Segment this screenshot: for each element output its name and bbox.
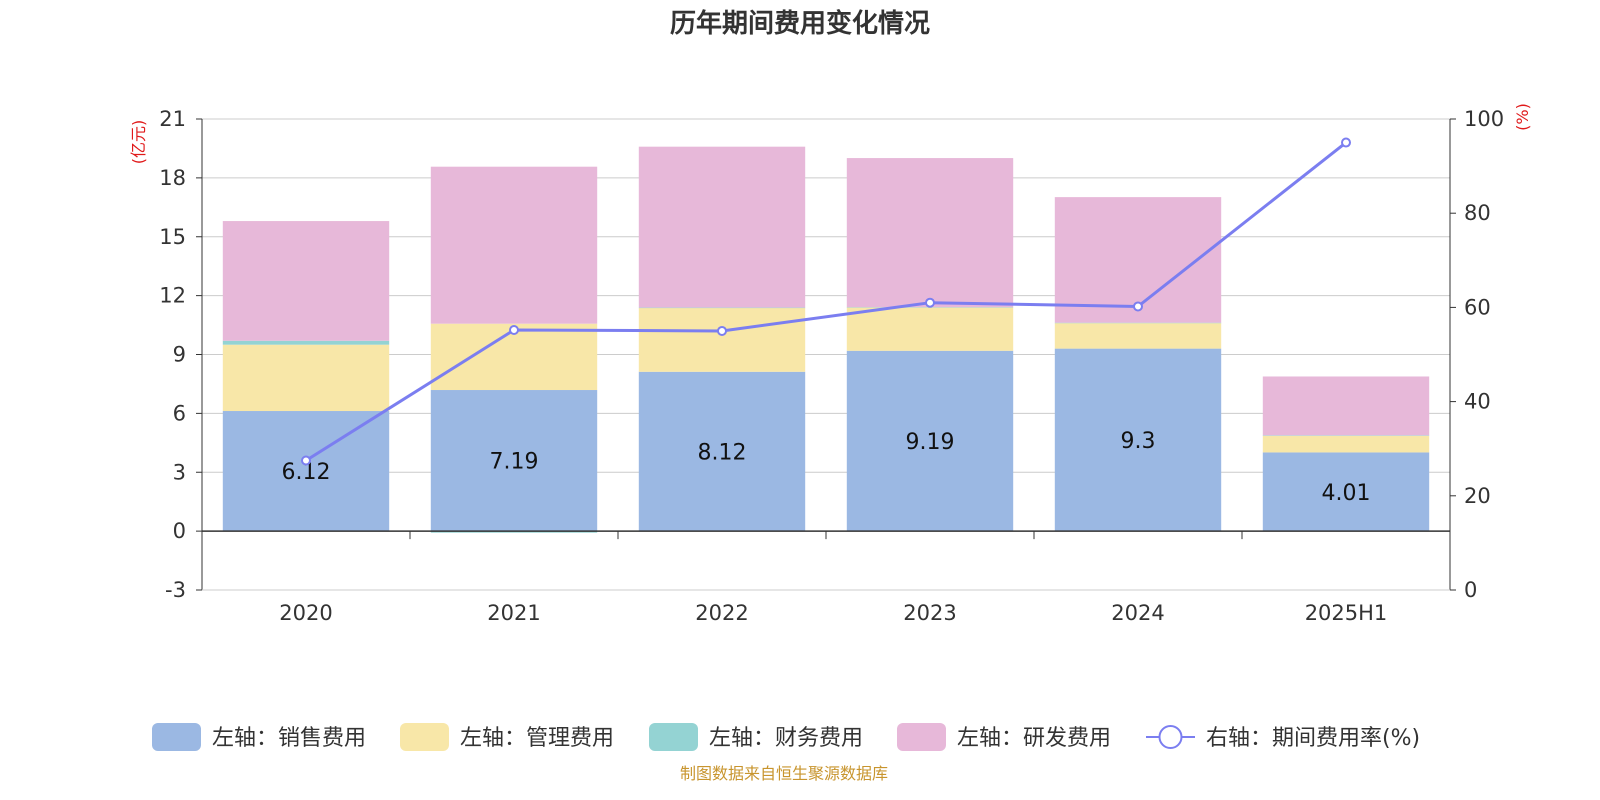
right-tick-label: 100 [1464,107,1504,131]
legend-item[interactable]: 左轴：销售费用 [152,723,366,751]
legend-label: 左轴：财务费用 [709,726,863,751]
bar-segment [846,158,1014,308]
legend-marker [1158,725,1183,749]
right-axis-ticks: 0 20 40 60 80 100 [1450,107,1504,602]
left-tick-label: 21 [159,107,186,131]
left-tick-label: 18 [159,166,186,190]
legend-item[interactable]: 左轴：管理费用 [400,723,614,751]
rate-point [925,297,935,308]
bar-segment [846,350,1014,532]
legend-item[interactable]: 左轴：财务费用 [649,723,863,751]
rate-line [301,137,1351,466]
legend-item[interactable]: 右轴：期间费用率(%) [1146,725,1420,751]
right-axis-unit: (%) [1513,103,1532,131]
left-tick-label: 3 [173,460,186,484]
legend-swatch [897,723,946,751]
bar-segment [1054,348,1222,532]
bar-segment [1054,323,1222,349]
rate-point [1341,137,1351,148]
legend-label: 左轴：销售费用 [212,726,366,751]
bar-segment [638,307,806,309]
left-tick-label: 6 [173,401,186,425]
bar-segment [1054,322,1222,324]
x-tick-label: 2023 [903,601,956,625]
rate-point [301,455,311,466]
data-label: 9.19 [906,430,955,455]
chart-title: 历年期间费用变化情况 [670,8,930,39]
left-tick-label: 0 [173,519,186,543]
bar-segment [1262,376,1430,436]
bar-segment [430,166,598,324]
bar-segment [846,307,1014,351]
x-tick-label: 2025H1 [1305,601,1388,625]
right-tick-label: 20 [1464,484,1491,508]
x-tick-label: 2024 [1111,601,1164,625]
legend-swatch [649,723,698,751]
rate-point [717,325,727,336]
left-tick-label: 15 [159,225,186,249]
left-tick-label: -3 [165,578,186,602]
data-label: 7.19 [490,450,539,475]
legend-item[interactable]: 左轴：研发费用 [897,723,1111,751]
data-label: 8.12 [698,440,747,465]
left-axis-ticks: -3 0 3 6 9 12 15 18 21 [159,107,202,602]
legend-label: 左轴：管理费用 [460,726,614,751]
bar-segment [638,307,806,372]
left-tick-label: 12 [159,284,186,308]
bar-segment [222,411,390,532]
data-label: 4.01 [1322,481,1371,506]
rate-line-path [305,141,1347,462]
x-tick-label: 2020 [279,601,332,625]
right-tick-label: 60 [1464,295,1491,319]
right-tick-label: 80 [1464,201,1491,225]
bar-segment [638,371,806,532]
x-axis-labels: 2020 2021 2022 2023 2024 2025H1 [279,601,1387,625]
x-tick-label: 2022 [695,601,748,625]
bar-segment [222,340,390,345]
bar-segment [1262,452,1430,532]
legend-swatch [152,723,201,751]
legend-label: 左轴：研发费用 [957,726,1111,751]
right-tick-label: 0 [1464,578,1477,602]
left-axis-unit: (亿元) [129,120,148,165]
bar-segment [430,531,598,533]
grid-lines [202,118,1450,591]
legend: 左轴：销售费用 左轴：管理费用 左轴：财务费用 左轴：研发费用 右轴：期间费用率(%) [152,723,1420,751]
rate-point [1133,301,1143,312]
bar-segment [222,344,390,412]
bar-segment [1262,435,1430,436]
right-tick-label: 40 [1464,390,1491,414]
left-tick-label: 9 [173,343,186,367]
bar-segment [1262,435,1430,453]
x-tick-label: 2021 [487,601,540,625]
bar-segment [638,146,806,308]
bar-segment [222,221,390,341]
bars [222,146,1430,533]
legend-swatch [400,723,449,751]
source-note: 制图数据来自恒生聚源数据库 [680,764,888,783]
legend-label: 右轴：期间费用率(%) [1206,726,1420,751]
data-label: 9.3 [1121,429,1156,454]
rate-point [509,325,519,336]
bar-segment [430,390,598,532]
data-labels: 6.12 7.19 8.12 9.19 9.34.01 [282,429,1371,506]
